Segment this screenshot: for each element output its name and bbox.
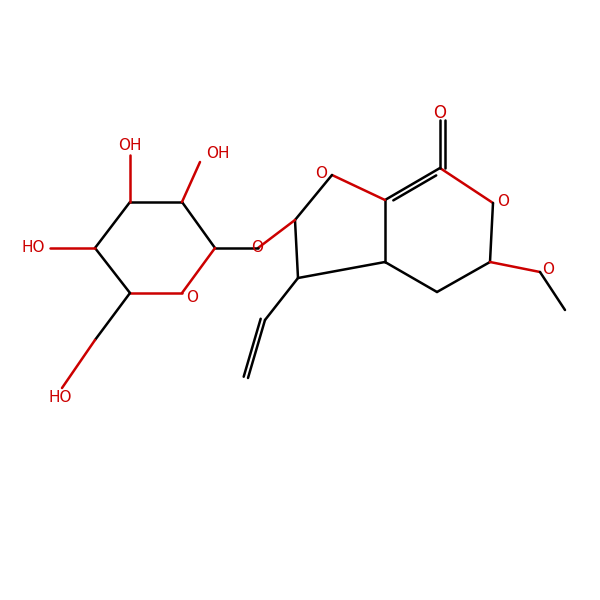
Text: HO: HO [22,241,45,256]
Text: O: O [542,263,554,277]
Text: O: O [433,104,446,122]
Text: OH: OH [118,139,142,154]
Text: OH: OH [206,145,229,160]
Text: HO: HO [48,389,72,404]
Text: O: O [186,290,198,305]
Text: O: O [251,239,263,254]
Text: O: O [315,166,327,181]
Text: O: O [497,193,509,208]
